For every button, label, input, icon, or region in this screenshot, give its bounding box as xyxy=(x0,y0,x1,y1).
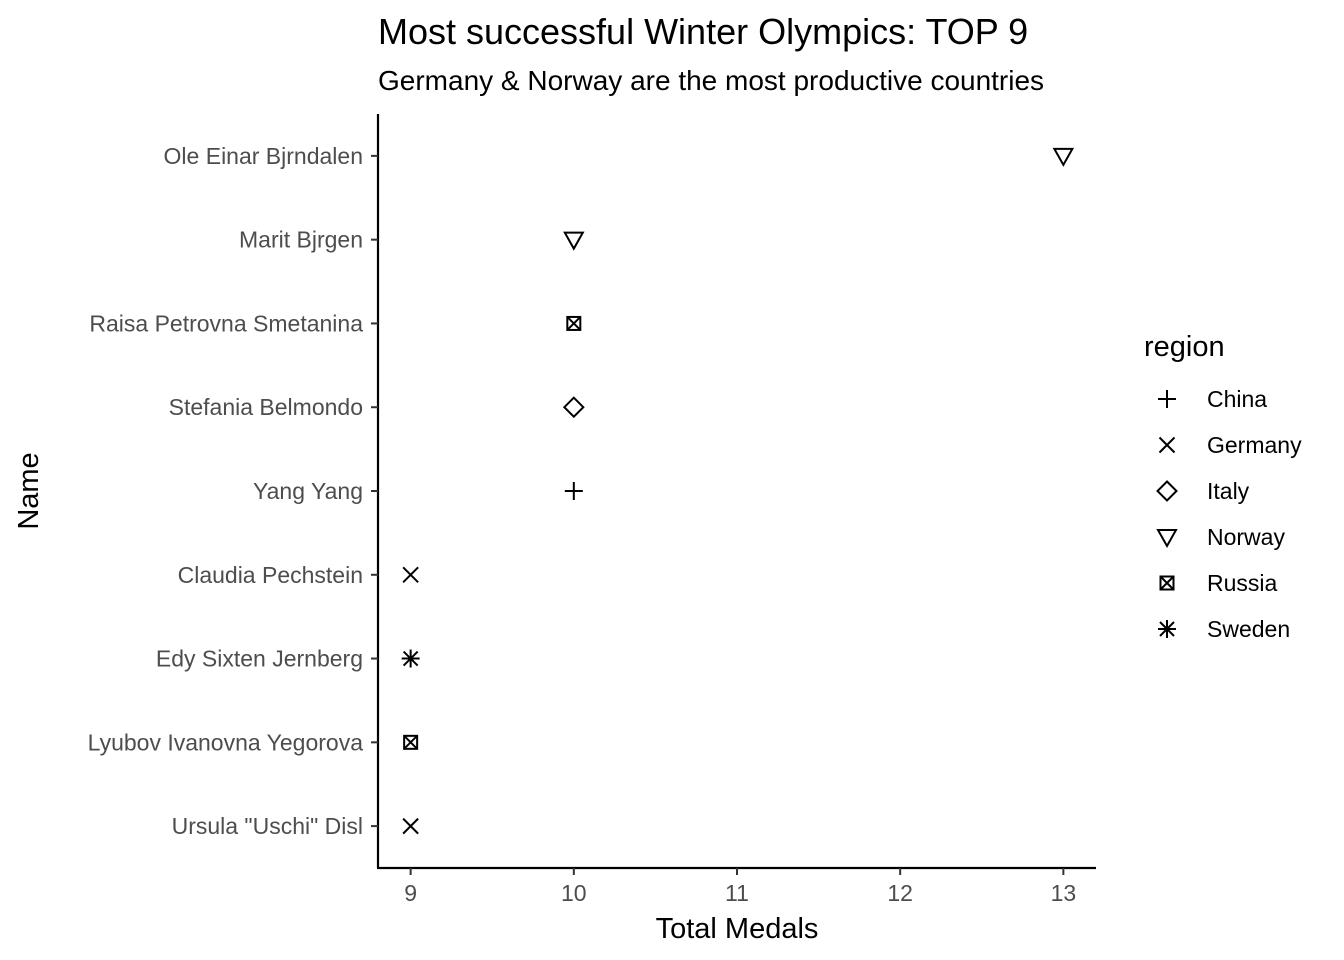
data-point xyxy=(562,396,585,419)
legend: region China Germany Italy Norway Russia Swed… xyxy=(1144,331,1302,642)
y-axis-title: Name xyxy=(13,452,45,529)
x-axis-title: Total Medals xyxy=(656,913,819,945)
y-tick-label: Lyubov Ivanovna Yegorova xyxy=(88,729,364,755)
legend-key-italy xyxy=(1156,480,1178,502)
data-point xyxy=(402,566,419,583)
data-point xyxy=(401,649,420,668)
legend-label: Italy xyxy=(1207,478,1250,504)
chart-title: Most successful Winter Olympics: TOP 9 xyxy=(378,11,1028,52)
legend-key-norway xyxy=(1156,529,1178,549)
plot-area: Ole Einar Bjrndalen Marit Bjrgen Raisa Pet… xyxy=(88,114,1096,906)
data-points xyxy=(401,147,1075,835)
data-point xyxy=(564,482,583,500)
y-tick-label: Ursula "Uschi" Disl xyxy=(172,813,363,839)
y-tick-label: Stefania Belmondo xyxy=(169,394,363,420)
x-tick-label: 13 xyxy=(1051,880,1077,906)
data-point xyxy=(402,817,419,835)
legend-key-sweden xyxy=(1158,620,1176,638)
legend-title: region xyxy=(1144,331,1225,363)
data-point xyxy=(566,315,582,331)
data-point xyxy=(563,231,585,251)
legend-key-russia xyxy=(1159,575,1175,591)
chart-subtitle: Germany & Norway are the most productive… xyxy=(378,65,1044,96)
x-tick-label: 11 xyxy=(725,880,749,906)
legend-key-germany xyxy=(1158,436,1176,454)
data-point xyxy=(403,734,419,750)
y-tick-label: Edy Sixten Jernberg xyxy=(156,646,363,672)
y-tick-label: Raisa Petrovna Smetanina xyxy=(89,310,363,336)
legend-label: Russia xyxy=(1207,570,1278,596)
legend-label: Sweden xyxy=(1207,616,1290,642)
legend-entries: China Germany Italy Norway Russia Sweden xyxy=(1156,386,1302,642)
y-tick-label: Claudia Pechstein xyxy=(178,562,363,588)
data-point xyxy=(1052,147,1075,167)
x-tick-label: 10 xyxy=(561,880,587,906)
y-tick-label: Yang Yang xyxy=(253,478,363,504)
y-tick-label: Marit Bjrgen xyxy=(239,227,363,253)
y-tick-label: Ole Einar Bjrndalen xyxy=(164,143,363,169)
legend-label: Norway xyxy=(1207,524,1285,550)
y-ticks: Ole Einar Bjrndalen Marit Bjrgen Raisa Pet… xyxy=(88,143,378,839)
legend-key-china xyxy=(1158,390,1176,408)
x-tick-label: 12 xyxy=(887,880,913,906)
x-tick-label: 9 xyxy=(404,880,417,906)
legend-label: China xyxy=(1207,386,1267,412)
legend-label: Germany xyxy=(1207,432,1302,458)
x-ticks: 9 10 11 12 13 xyxy=(404,868,1076,906)
